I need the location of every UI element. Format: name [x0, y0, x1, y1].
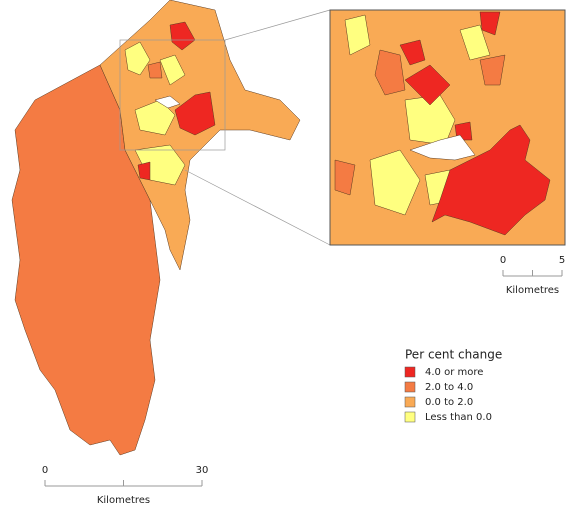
- inset-connector: [224, 9, 331, 41]
- scale-label: 0: [42, 465, 48, 476]
- suburb: [459, 24, 491, 61]
- legend-title: Per cent change: [405, 348, 502, 362]
- inset-connector: [184, 169, 331, 246]
- suburb: [399, 39, 426, 66]
- lake: [154, 95, 181, 109]
- inset-map: [329, 9, 566, 246]
- legend-swatch: [404, 396, 416, 408]
- scale-unit: Kilometres: [506, 285, 559, 296]
- suburb: [169, 21, 196, 51]
- inset-scale: Kilometres 0 5: [500, 255, 565, 296]
- suburb: [344, 14, 371, 56]
- suburb: [404, 64, 451, 106]
- suburb: [147, 61, 163, 79]
- suburb: [334, 159, 356, 196]
- suburb: [479, 54, 506, 86]
- legend-label: 4.0 or more: [425, 367, 483, 378]
- main-map: [11, 0, 331, 456]
- suburb: [369, 149, 421, 216]
- scale-label: 5: [559, 255, 565, 266]
- inset-frame: [119, 39, 226, 151]
- legend-swatch: [404, 366, 416, 378]
- lake: [409, 134, 476, 161]
- scale-label: 0: [500, 255, 506, 266]
- main-scale: Kilometres 0 30: [42, 465, 209, 505]
- suburb: [159, 54, 186, 86]
- suburb: [134, 99, 176, 136]
- scale-unit: Kilometres: [97, 495, 150, 505]
- legend-label: 2.0 to 4.0: [425, 382, 473, 393]
- legend-label: 0.0 to 2.0: [425, 397, 473, 408]
- suburb: [174, 91, 216, 136]
- suburb: [137, 161, 151, 181]
- suburb: [374, 49, 406, 96]
- legend-label: Less than 0.0: [425, 412, 492, 423]
- legend-swatch: [404, 381, 416, 393]
- suburb: [124, 41, 151, 76]
- scale-label: 30: [196, 465, 209, 476]
- legend-swatch: [404, 411, 416, 423]
- legend: Per cent change 4.0 or more 2.0 to 4.0 0.0…: [404, 348, 502, 423]
- suburb: [479, 11, 501, 36]
- suburb: [431, 124, 551, 236]
